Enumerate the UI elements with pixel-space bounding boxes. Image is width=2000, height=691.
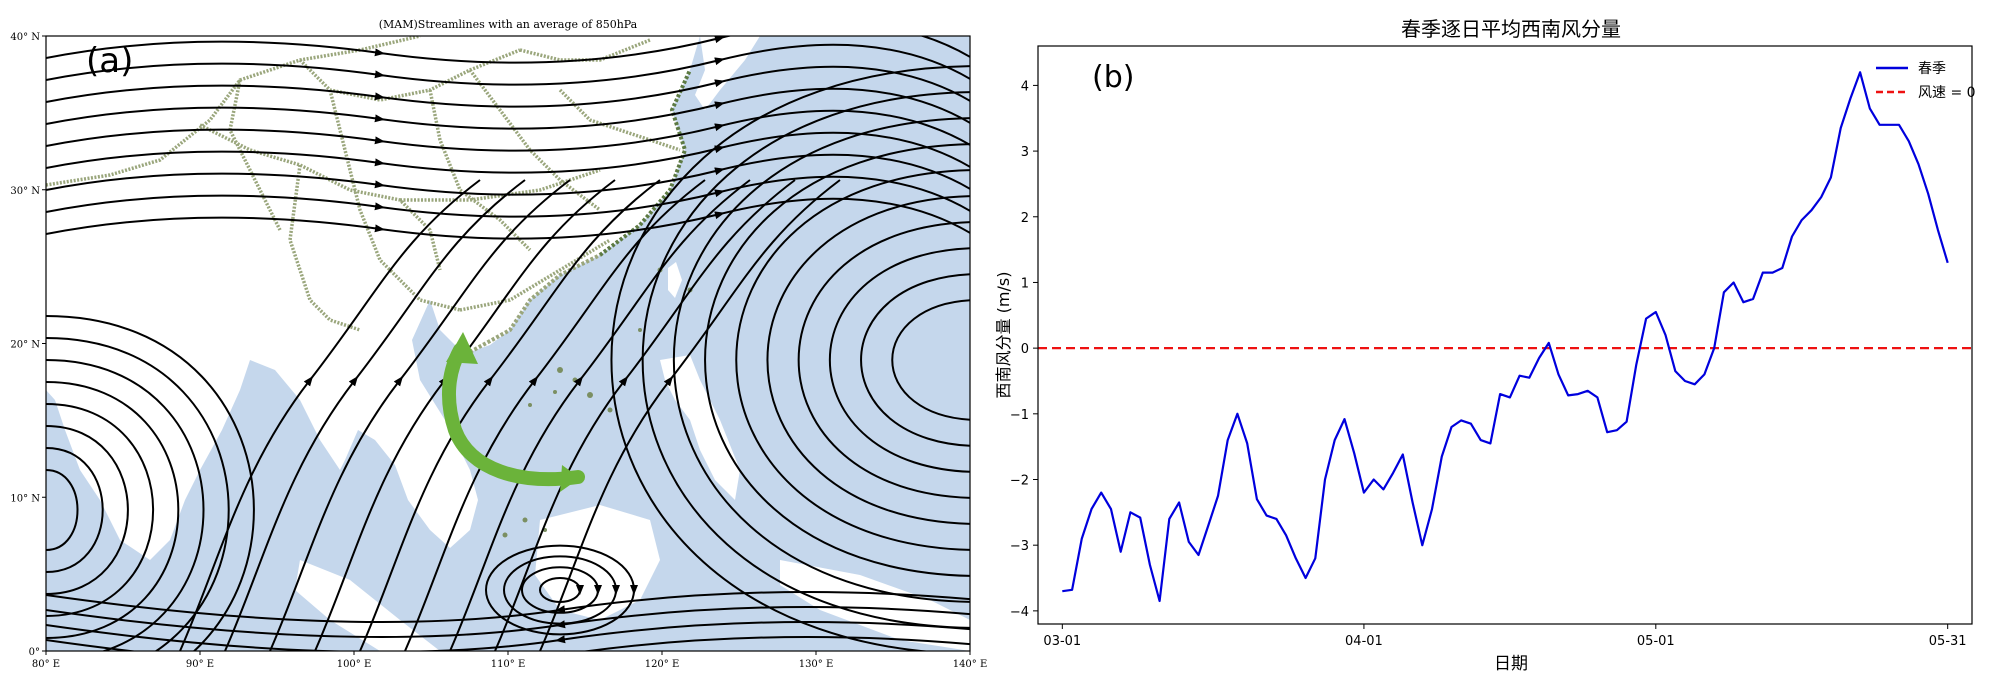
map-area [46, 36, 970, 651]
b-y-tick-label: 1 [1021, 276, 1029, 291]
b-y-tick-label: 3 [1021, 145, 1029, 160]
land-borneo [535, 505, 660, 620]
streamline [359, 179, 661, 651]
a-x-tick-label: 120° E [645, 659, 680, 670]
b-x-tick-label: 04-01 [1345, 634, 1383, 649]
streamline [891, 299, 970, 421]
streamline [404, 179, 706, 651]
a-y-tick-label: 30° N [10, 186, 40, 197]
a-x-tick-label: 90° E [186, 659, 214, 670]
streamline [46, 621, 970, 651]
streamline [46, 591, 970, 623]
streamline [46, 359, 205, 651]
streamline [46, 636, 970, 651]
panel-b-plot [1038, 71, 1972, 603]
panel-b-x-ticks: 03-01 04-01 05-01 05-31 [1043, 624, 1967, 649]
b-y-tick-label: −1 [1010, 408, 1029, 423]
streamline [735, 169, 970, 551]
a-y-tick-label: 0° [29, 647, 40, 658]
land-sumatra-java [295, 560, 440, 651]
land-taiwan [668, 262, 682, 298]
b-x-tick-label: 05-31 [1929, 634, 1967, 649]
panel-a-label: (a) [86, 41, 133, 81]
panel-b-y-label: 西南风分量 (m/s) [994, 272, 1013, 399]
land-philippines [660, 355, 740, 500]
a-y-tick-label: 20° N [10, 340, 40, 351]
streamline [829, 247, 970, 473]
panel-a: (MAM)Streamlines with an average of 850h… [10, 18, 987, 670]
streamline [46, 337, 230, 651]
streamline [521, 566, 602, 614]
b-y-tick-label: −2 [1010, 474, 1029, 489]
panel-b-title: 春季逐日平均西南风分量 [1401, 17, 1621, 41]
legend-label-spring: 春季 [1918, 61, 1946, 77]
streamline [494, 179, 796, 651]
a-x-tick-label: 100° E [337, 659, 372, 670]
streamline [610, 65, 970, 651]
green-flow-arrow [441, 332, 585, 492]
b-y-tick-label: 4 [1021, 79, 1029, 94]
b-y-tick-label: −4 [1010, 605, 1029, 620]
streamline [46, 197, 970, 240]
land-india [46, 330, 130, 470]
panel-a-x-ticks: 80° E 90° E 100° E 110° E 120° E 130° E 140° E [32, 651, 987, 670]
streamline [539, 577, 584, 603]
panel-b-x-label: 日期 [1494, 654, 1528, 674]
a-x-tick-label: 140° E [953, 659, 988, 670]
streamline [46, 403, 154, 617]
land-new-guinea [780, 560, 970, 651]
spring-series-line [1062, 71, 1949, 603]
streamline [46, 425, 129, 595]
a-y-tick-label: 40° N [10, 32, 40, 43]
b-y-tick-label: −3 [1010, 539, 1029, 554]
streamline [485, 544, 638, 636]
streamline [46, 447, 104, 573]
a-x-tick-label: 80° E [32, 659, 60, 670]
panel-a-y-ticks: 0° 10° N 20° N 30° N 40° N [10, 32, 46, 658]
streamline [449, 179, 751, 651]
legend-label-zero: 风速 = 0 [1918, 85, 1976, 101]
streamline [503, 555, 620, 625]
streamline [641, 91, 970, 629]
streamline [46, 606, 970, 638]
streamline [797, 221, 970, 499]
streamline [224, 179, 526, 651]
streamline [179, 179, 481, 651]
streamline [46, 469, 79, 551]
streamline [860, 273, 970, 447]
b-x-tick-label: 03-01 [1043, 634, 1081, 649]
panel-b-frame [1037, 45, 1973, 625]
streamline [766, 195, 970, 525]
streamline [673, 117, 970, 603]
panel-b-label: (b) [1092, 60, 1134, 95]
legend: 春季 风速 = 0 [1876, 61, 1976, 101]
streamline [269, 179, 571, 651]
a-x-tick-label: 130° E [799, 659, 834, 670]
streamline [46, 315, 255, 651]
coastline-south-china [469, 253, 601, 354]
panel-b-y-ticks: −4 −3 −2 −1 0 1 2 3 4 [1010, 79, 1038, 620]
b-y-tick-label: 0 [1021, 342, 1029, 357]
streamline [704, 143, 970, 577]
a-y-tick-label: 10° N [10, 493, 40, 504]
streamline [46, 381, 180, 639]
a-x-tick-label: 110° E [491, 659, 526, 670]
b-x-tick-label: 05-01 [1637, 634, 1675, 649]
b-y-tick-label: 2 [1021, 211, 1029, 226]
panel-a-title: (MAM)Streamlines with an average of 850h… [379, 18, 638, 31]
streamlines [46, 36, 970, 651]
panel-b: 春季逐日平均西南风分量 (b) 03-01 04-01 05-01 05-31 −4−… [994, 17, 1976, 674]
